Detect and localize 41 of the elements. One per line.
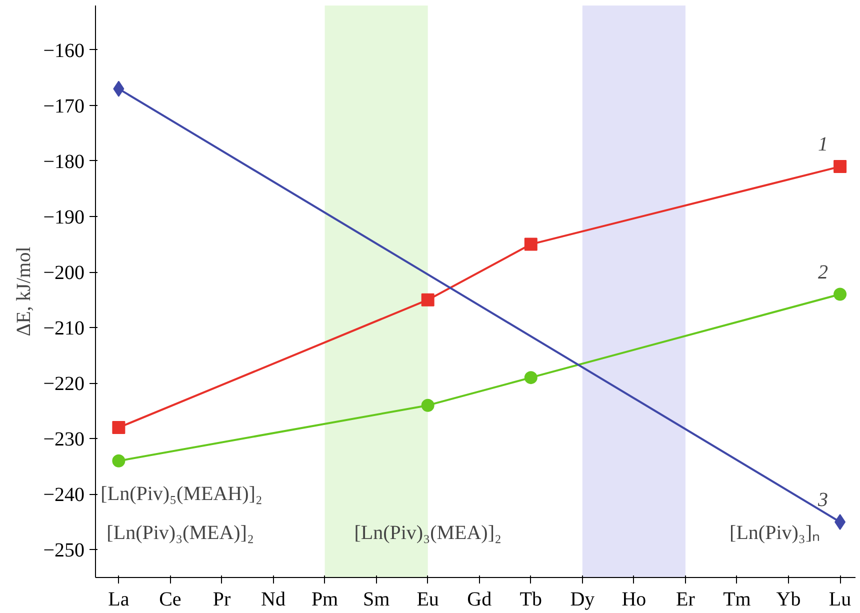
x-tick-label: Ho — [622, 588, 646, 610]
annotation: [Ln(Piv)₃(MEA)]₂ — [106, 522, 254, 544]
y-axis-title: ΔE, kJ/mol — [13, 246, 36, 336]
y-tick-label: −240 — [43, 484, 84, 506]
point — [524, 238, 538, 251]
point — [834, 160, 847, 174]
y-tick-label: −190 — [43, 206, 84, 229]
x-tick-label: Gd — [467, 588, 492, 610]
x-tick-label: Tb — [520, 588, 542, 610]
y-tick-label: −170 — [43, 95, 84, 118]
y-tick-label: −210 — [43, 318, 84, 340]
x-tick-label: Tm — [723, 588, 752, 610]
annotation: [Ln(Piv)₃]ₙ — [730, 522, 820, 544]
x-tick-label: Nd — [261, 588, 286, 610]
y-tick-label: −180 — [43, 150, 84, 173]
x-tick-label: Lu — [828, 588, 852, 610]
series-label: 1 — [818, 134, 828, 156]
point — [834, 288, 847, 301]
x-tick-label: Eu — [416, 588, 439, 610]
y-tick-label: −250 — [43, 540, 84, 562]
x-tick-label: Yb — [776, 588, 801, 610]
y-tick-label: −220 — [43, 373, 84, 396]
x-tick-label: Ce — [159, 588, 182, 610]
x-tick-label: Pm — [311, 588, 339, 610]
x-tick-label: Er — [676, 588, 696, 610]
point — [421, 398, 434, 412]
y-tick-label: −160 — [43, 40, 84, 62]
x-tick-label: Sm — [362, 588, 390, 610]
y-tick-label: −200 — [43, 262, 84, 284]
annotation: [Ln(Piv)₅(MEAH)]₂ — [100, 483, 262, 506]
x-tick-label: La — [108, 588, 130, 610]
point — [524, 371, 538, 384]
point — [421, 293, 434, 306]
x-tick-label: Dy — [570, 588, 595, 610]
annotation: [Ln(Piv)₃(MEA)]₂ — [354, 522, 502, 544]
point — [112, 421, 126, 434]
point — [112, 454, 126, 468]
series-label: 2 — [818, 261, 828, 284]
series-label: 3 — [817, 488, 828, 511]
y-tick-label: −230 — [43, 428, 84, 451]
x-tick-label: Pr — [212, 588, 231, 610]
